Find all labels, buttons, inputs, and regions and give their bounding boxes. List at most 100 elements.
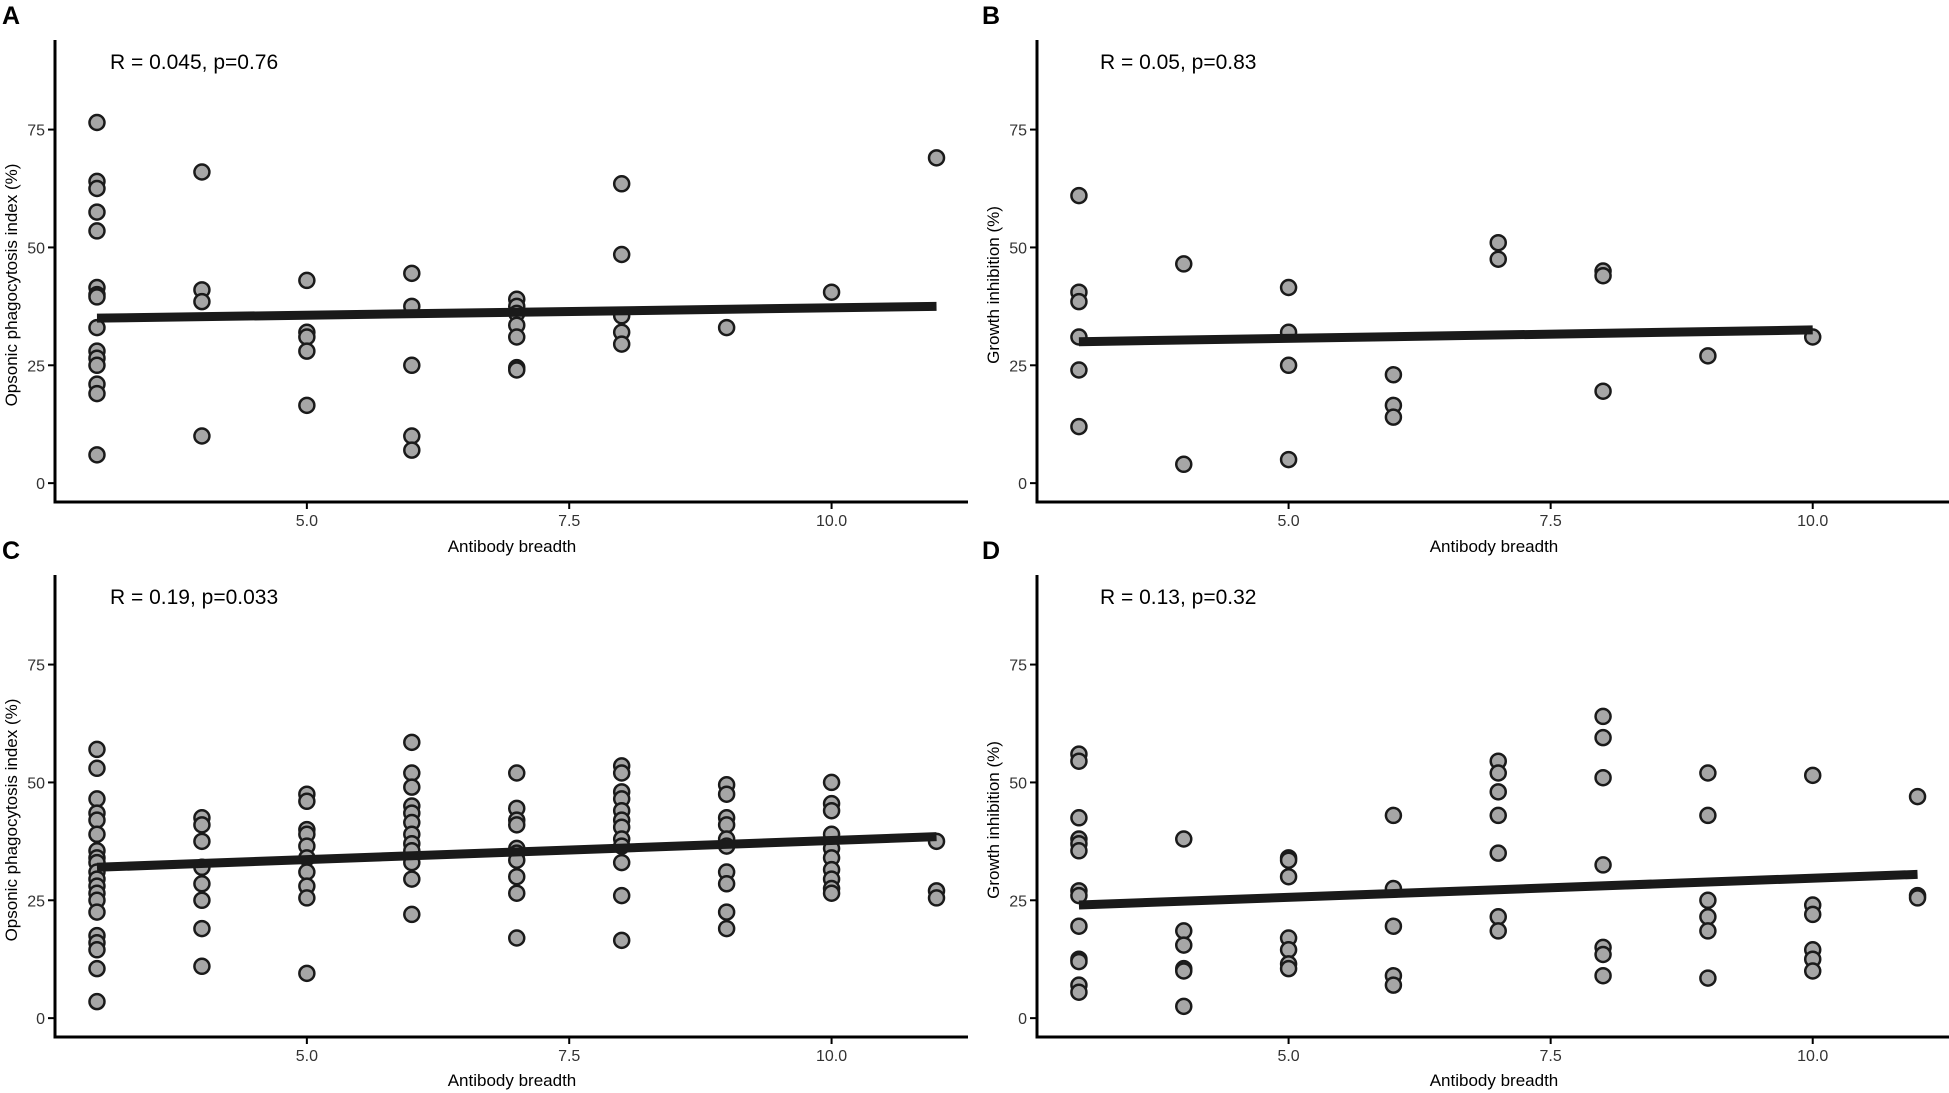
correlation-annotation: R = 0.13, p=0.32	[1100, 586, 1256, 609]
data-point	[1489, 764, 1507, 782]
data-point	[193, 832, 211, 851]
data-point	[88, 446, 106, 464]
x-tick-label: 7.5	[1540, 1048, 1562, 1065]
y-tick-label: 75	[27, 123, 45, 140]
data-point	[403, 427, 421, 445]
data-point	[88, 288, 106, 306]
data-point	[88, 740, 106, 759]
data-point	[1699, 908, 1717, 926]
panel-letter: A	[2, 2, 20, 30]
data-point	[88, 959, 106, 978]
y-tick-label: 75	[27, 658, 45, 675]
data-point	[1699, 969, 1717, 987]
data-point	[1594, 707, 1612, 726]
data-point	[403, 356, 421, 375]
data-point	[88, 356, 106, 375]
x-tick-label: 10.0	[1797, 513, 1828, 530]
data-point	[1699, 764, 1717, 782]
y-tick-label: 0	[1018, 476, 1027, 493]
data-point	[612, 931, 631, 950]
data-point	[1070, 983, 1088, 1001]
data-point	[507, 764, 526, 782]
data-point	[88, 825, 106, 844]
data-point	[88, 811, 106, 829]
data-point	[1489, 233, 1507, 252]
data-point	[717, 903, 736, 921]
data-point	[1279, 356, 1298, 375]
data-point	[612, 764, 631, 782]
data-point	[88, 992, 106, 1011]
data-point	[88, 318, 106, 337]
y-tick-label: 25	[27, 893, 45, 910]
data-point	[193, 292, 211, 311]
data-point	[1908, 787, 1927, 806]
panel-a: A R = 0.045, p=0.76 Antibody breadth Ops…	[2, 2, 968, 556]
y-tick-label: 50	[27, 240, 45, 257]
y-tick-label: 50	[1009, 240, 1027, 257]
data-point	[1070, 361, 1088, 379]
data-point	[507, 816, 526, 834]
data-point	[193, 957, 211, 976]
data-point	[612, 886, 631, 905]
data-point	[298, 342, 316, 360]
plot-marks: 0 25 50 75 5.0 7.5 10.0	[27, 575, 968, 1065]
data-point	[822, 884, 841, 902]
x-tick-label: 10.0	[816, 513, 847, 530]
panel-d: D R = 0.13, p=0.32 Antibody breadth Grow…	[982, 537, 1949, 1090]
data-point	[1070, 952, 1088, 971]
data-point	[1803, 766, 1822, 785]
data-point	[1489, 783, 1507, 801]
x-tick-label: 7.5	[558, 1048, 580, 1065]
panel-c: C R = 0.19, p=0.033 Antibody breadth Ops…	[2, 537, 968, 1090]
data-point	[403, 441, 421, 459]
data-point	[88, 903, 106, 921]
data-point	[612, 245, 631, 264]
data-point	[1070, 417, 1088, 436]
data-point	[717, 875, 736, 893]
data-point	[1175, 455, 1193, 474]
data-point	[193, 816, 211, 834]
x-axis-title: Antibody breadth	[448, 1071, 577, 1090]
panel-letter: C	[2, 537, 20, 565]
panel-letter: D	[982, 537, 1000, 565]
data-point	[1594, 728, 1612, 747]
data-point	[403, 870, 421, 888]
data-point	[403, 778, 421, 796]
data-point	[88, 384, 106, 403]
data-point	[1279, 851, 1298, 869]
panel-b: B R = 0.05, p=0.83 Antibody breadth Grow…	[982, 2, 1949, 556]
y-tick-label: 25	[27, 358, 45, 375]
data-point	[507, 328, 526, 346]
data-point	[1384, 976, 1403, 994]
data-point	[1175, 922, 1193, 940]
data-point	[1594, 768, 1612, 787]
data-point	[1594, 856, 1612, 874]
data-point	[298, 863, 316, 881]
x-axis-title: Antibody breadth	[1430, 537, 1559, 556]
panel-letter: B	[982, 2, 1000, 30]
data-point	[1594, 382, 1612, 400]
data-point	[507, 361, 526, 379]
data-point	[1070, 752, 1088, 770]
regression-line	[96, 832, 937, 872]
data-point	[1699, 891, 1717, 910]
plot-marks: 0 25 50 75 5.0 7.5 10.0	[1009, 40, 1949, 530]
data-point	[298, 964, 316, 983]
x-axis-title: Antibody breadth	[448, 537, 577, 556]
data-point	[1175, 936, 1193, 954]
y-axis-title: Opsonic phagocytosis index (%)	[2, 164, 21, 407]
data-point	[193, 891, 211, 910]
data-point	[1489, 908, 1507, 926]
data-point	[1384, 408, 1403, 426]
y-tick-label: 50	[27, 775, 45, 792]
data-point	[193, 919, 211, 938]
y-tick-label: 0	[1018, 1011, 1027, 1028]
data-point	[298, 889, 316, 907]
data-point	[717, 919, 736, 938]
regression-line	[96, 301, 937, 323]
correlation-annotation: R = 0.05, p=0.83	[1100, 51, 1256, 74]
data-point	[1279, 941, 1298, 959]
data-point	[403, 733, 421, 752]
correlation-annotation: R = 0.19, p=0.033	[110, 586, 278, 609]
data-point	[1070, 917, 1088, 935]
